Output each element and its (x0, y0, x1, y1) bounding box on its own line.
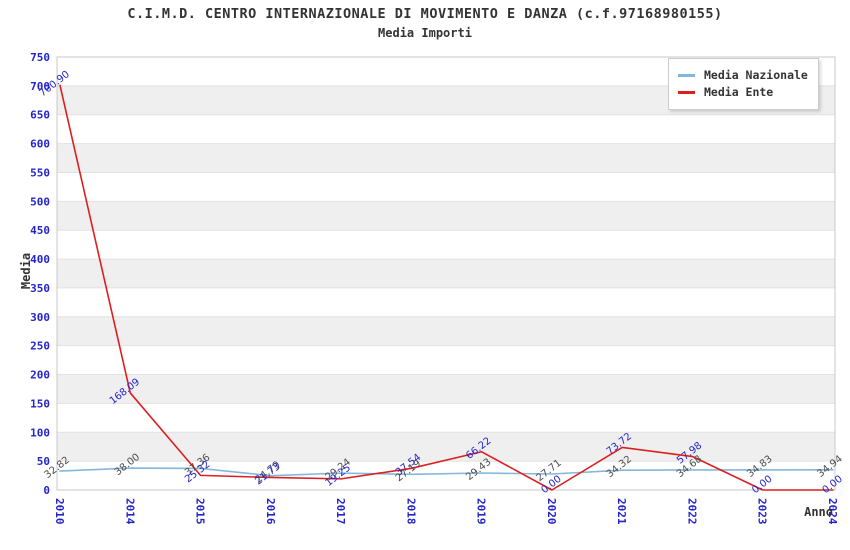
y-tick-label: 650 (30, 109, 50, 122)
x-tick-label: 2023 (756, 498, 769, 525)
y-tick-label: 200 (30, 369, 50, 382)
y-tick-label: 350 (30, 282, 50, 295)
legend-label: Media Nazionale (704, 68, 808, 82)
y-tick-label: 500 (30, 195, 50, 208)
x-tick-label: 2014 (123, 498, 136, 525)
chart-subtitle: Media Importi (378, 26, 472, 40)
y-tick-label: 50 (37, 455, 50, 468)
chart-title: C.I.M.D. CENTRO INTERNAZIONALE DI MOVIME… (127, 6, 723, 22)
y-tick-label: 750 (30, 51, 50, 64)
x-axis-title: Anno (804, 505, 833, 519)
x-tick-label: 2020 (545, 498, 558, 525)
grid-band (57, 143, 835, 173)
y-tick-label: 600 (30, 138, 50, 151)
x-tick-label: 2022 (685, 498, 698, 525)
y-tick-label: 300 (30, 311, 50, 324)
legend-label: Media Ente (704, 85, 774, 99)
series-line-media-ente (59, 84, 834, 491)
grid-band (57, 316, 835, 346)
grid-band (57, 432, 835, 462)
legend-swatch-line (678, 90, 695, 94)
x-tick-label: 2010 (53, 498, 66, 525)
y-tick-label: 450 (30, 224, 50, 237)
grid-band (57, 374, 835, 404)
legend-item-media-nazionale: Media Nazionale (678, 68, 808, 82)
plot-border (56, 56, 836, 491)
series-line-media-nazionale (59, 467, 834, 477)
x-tick-label: 2021 (615, 498, 628, 525)
legend: Media Nazionale Media Ente (668, 58, 819, 110)
y-axis-title: Media (19, 252, 33, 290)
x-tick-label: 2024 (826, 498, 839, 525)
y-tick-label: 550 (30, 166, 50, 179)
y-tick-label: 100 (30, 426, 50, 439)
x-tick-label: 2019 (475, 498, 488, 525)
y-tick-label: 700 (30, 80, 50, 93)
grid-band (57, 201, 835, 231)
y-tick-label: 400 (30, 253, 50, 266)
grid-band (57, 259, 835, 288)
legend-item-media-ente: Media Ente (678, 85, 808, 99)
x-tick-label: 2018 (404, 498, 417, 525)
x-tick-label: 2015 (194, 498, 207, 525)
y-tick-label: 250 (30, 340, 50, 353)
y-tick-label: 150 (30, 397, 50, 410)
x-tick-label: 2017 (334, 498, 347, 525)
legend-swatch-line (678, 73, 695, 77)
y-tick-label: 0 (43, 484, 50, 497)
x-tick-label: 2016 (264, 498, 277, 525)
